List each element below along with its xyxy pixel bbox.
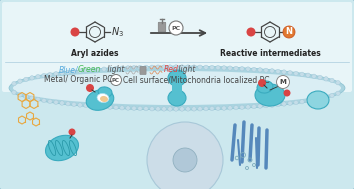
Circle shape (258, 68, 262, 72)
Circle shape (210, 65, 214, 70)
Circle shape (78, 103, 82, 107)
Text: Red: Red (164, 66, 179, 74)
Circle shape (288, 101, 292, 105)
Circle shape (258, 79, 266, 87)
FancyBboxPatch shape (2, 2, 352, 92)
Circle shape (252, 104, 256, 109)
Circle shape (288, 70, 292, 75)
Circle shape (276, 102, 280, 107)
Circle shape (282, 102, 286, 106)
Circle shape (150, 65, 154, 69)
Text: light: light (176, 66, 195, 74)
Circle shape (24, 77, 28, 82)
Ellipse shape (255, 84, 285, 106)
Circle shape (283, 26, 295, 38)
Circle shape (36, 97, 40, 101)
Text: PC: PC (171, 26, 181, 30)
Circle shape (108, 105, 112, 109)
Circle shape (126, 66, 130, 70)
Circle shape (216, 106, 220, 111)
Circle shape (108, 67, 112, 71)
Ellipse shape (98, 87, 112, 97)
Circle shape (114, 105, 118, 110)
Circle shape (96, 67, 100, 72)
Circle shape (102, 105, 106, 109)
Circle shape (120, 66, 124, 70)
Circle shape (276, 75, 290, 88)
Circle shape (147, 122, 223, 189)
Circle shape (126, 106, 130, 110)
Ellipse shape (100, 96, 108, 102)
FancyBboxPatch shape (140, 66, 146, 75)
Circle shape (156, 107, 160, 111)
Text: Reactive intermediates: Reactive intermediates (219, 49, 320, 58)
Circle shape (180, 65, 184, 69)
Ellipse shape (86, 90, 114, 110)
Circle shape (42, 98, 46, 103)
Circle shape (270, 69, 274, 73)
Circle shape (84, 103, 88, 108)
Circle shape (270, 103, 274, 107)
Circle shape (12, 81, 16, 86)
Circle shape (300, 99, 304, 104)
Circle shape (132, 106, 136, 110)
Circle shape (174, 65, 178, 69)
Circle shape (30, 76, 34, 80)
Circle shape (234, 66, 238, 71)
Circle shape (60, 71, 64, 75)
Circle shape (150, 107, 154, 111)
Circle shape (186, 107, 190, 111)
Circle shape (318, 96, 322, 101)
Circle shape (96, 104, 100, 109)
Circle shape (204, 65, 208, 70)
Text: Green: Green (78, 66, 101, 74)
FancyBboxPatch shape (158, 22, 166, 32)
Ellipse shape (13, 72, 341, 104)
Circle shape (144, 106, 148, 111)
Circle shape (318, 75, 322, 80)
Circle shape (198, 65, 202, 69)
Text: $N_3$: $N_3$ (111, 25, 124, 39)
Text: Metal/ Organic PC: Metal/ Organic PC (44, 75, 112, 84)
Circle shape (24, 94, 28, 99)
Circle shape (168, 65, 172, 69)
Circle shape (264, 103, 268, 108)
Circle shape (198, 107, 202, 111)
Circle shape (246, 105, 250, 109)
Circle shape (330, 93, 334, 98)
Circle shape (120, 106, 124, 110)
Circle shape (138, 106, 142, 111)
Circle shape (246, 67, 250, 71)
Circle shape (86, 84, 94, 92)
Ellipse shape (168, 70, 186, 86)
Circle shape (264, 68, 268, 73)
Circle shape (69, 129, 75, 136)
Ellipse shape (307, 91, 329, 109)
Circle shape (204, 106, 208, 111)
Circle shape (276, 69, 280, 74)
Circle shape (42, 73, 46, 78)
Circle shape (306, 99, 310, 103)
Circle shape (169, 21, 183, 35)
Circle shape (78, 69, 82, 73)
Circle shape (336, 81, 340, 85)
Circle shape (186, 65, 190, 69)
Circle shape (173, 148, 197, 172)
Circle shape (132, 66, 136, 70)
Circle shape (306, 73, 310, 77)
Circle shape (60, 101, 64, 105)
Circle shape (312, 74, 316, 78)
Circle shape (138, 65, 142, 70)
Circle shape (144, 65, 148, 70)
Circle shape (70, 28, 80, 36)
Circle shape (222, 66, 226, 70)
Text: Cell surface/Mitochondria localized PC: Cell surface/Mitochondria localized PC (123, 75, 269, 84)
Ellipse shape (13, 71, 341, 105)
Ellipse shape (9, 66, 345, 110)
Circle shape (210, 106, 214, 111)
Circle shape (54, 72, 58, 76)
Ellipse shape (257, 81, 273, 93)
Circle shape (246, 28, 256, 36)
Circle shape (324, 77, 328, 81)
